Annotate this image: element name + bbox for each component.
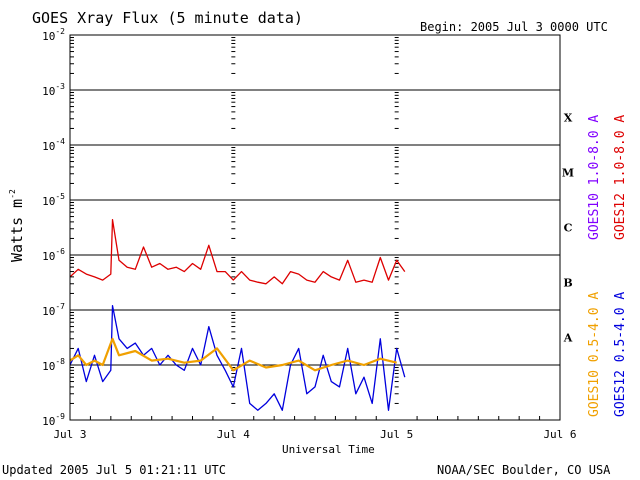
data-source: NOAA/SEC Boulder, CO USA [437, 463, 611, 477]
y-tick-label: 10-6 [42, 247, 65, 263]
updated-time: Updated 2005 Jul 5 01:21:11 UTC [2, 463, 226, 477]
y-tick-label: 10-5 [42, 192, 65, 208]
y-tick-label: 10-7 [42, 302, 65, 318]
x-tick-label: Jul 3 [53, 428, 86, 441]
y-tick-label: 10-8 [42, 357, 65, 373]
series-line-3 [69, 337, 397, 372]
y-tick-label: 10-2 [42, 27, 65, 43]
begin-time: Begin: 2005 Jul 3 0000 UTC [420, 20, 608, 34]
legend-entry: GOES10 1.0-8.0 A [587, 115, 602, 240]
y-axis-label-text: Watts m-2 [8, 189, 26, 262]
flare-class-label: M [562, 167, 574, 180]
series-line-0 [69, 218, 406, 285]
chart-title: GOES Xray Flux (5 minute data) [32, 9, 303, 27]
legend-entry: GOES10 0.5-4.0 A [587, 292, 602, 417]
y-tick-label: 10-4 [42, 137, 65, 153]
flare-class-labels: A B C M X [562, 112, 574, 345]
y-tick-label: 10-3 [42, 82, 65, 98]
legend-entry: GOES12 0.5-4.0 A [613, 292, 628, 417]
legend-entry: GOES12 1.0-8.0 A [613, 115, 628, 240]
x-axis-ticks: Jul 3 Jul 4 Jul 5 Jul 6 [53, 416, 577, 441]
plot-frame [69, 34, 561, 421]
x-tick-label: Jul 6 [543, 428, 576, 441]
y-axis-label: Watts m-2 [8, 189, 26, 262]
y-axis-ticks: 10-9 10-8 10-7 10-6 10-5 10-4 10-3 10-2 [42, 27, 74, 428]
x-tick-label: Jul 4 [217, 428, 250, 441]
flare-class-label: B [563, 277, 572, 290]
series-line-2 [69, 304, 406, 411]
y-tick-label: 10-9 [42, 412, 65, 428]
plot-grid [70, 34, 560, 421]
flare-class-label: C [564, 222, 573, 235]
legend: GOES10 1.0-8.0 A GOES12 1.0-8.0 A GOES10 0… [587, 115, 628, 417]
x-axis-label: Universal Time [282, 443, 375, 456]
flare-class-label: A [563, 332, 573, 345]
flare-class-label: X [564, 112, 573, 125]
x-tick-label: Jul 5 [380, 428, 413, 441]
plot-series [69, 218, 406, 411]
